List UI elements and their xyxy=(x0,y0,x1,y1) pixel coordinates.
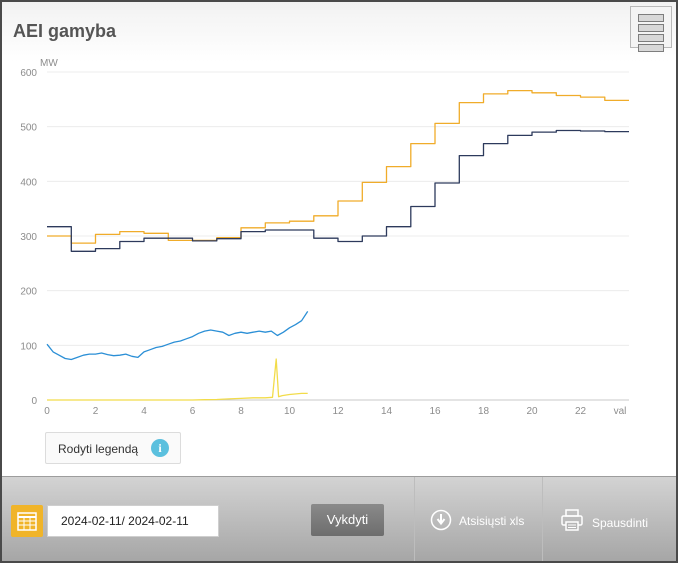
printer-icon xyxy=(561,509,583,531)
calendar-icon[interactable] xyxy=(11,505,43,537)
x-tick-label: 16 xyxy=(429,406,441,417)
y-tick-label: 600 xyxy=(20,68,37,79)
y-unit-label: MW xyxy=(40,58,58,69)
x-tick-label: 2 xyxy=(93,406,99,417)
x-tick-label: 12 xyxy=(332,406,344,417)
x-unit-label: val xyxy=(614,406,627,417)
x-tick-label: 6 xyxy=(190,406,196,417)
print-button[interactable]: Spausdinti xyxy=(543,477,676,561)
bottom-toolbar: Vykdyti Atsisiųsti xls Spausdinti xyxy=(2,476,676,561)
y-tick-label: 200 xyxy=(20,287,37,298)
show-legend-button[interactable]: Rodyti legendą i xyxy=(45,432,181,464)
show-legend-label: Rodyti legendą xyxy=(58,442,139,456)
series-line xyxy=(47,358,308,401)
chart-grid xyxy=(47,71,629,401)
run-button[interactable]: Vykdyti xyxy=(311,504,384,536)
chart-area: AEI gamyba 0 100 200 300 400 500 600 MW 0 2 4 6 8 10 1… xyxy=(2,2,676,476)
toolbar-divider xyxy=(542,477,543,561)
x-tick-label: 20 xyxy=(526,406,538,417)
y-tick-label: 0 xyxy=(31,396,37,407)
x-tick-label: 10 xyxy=(284,406,296,417)
page-title: AEI gamyba xyxy=(13,21,117,41)
chart-series xyxy=(46,89,629,401)
download-xls-label: Atsisiųsti xls xyxy=(459,514,525,528)
download-icon xyxy=(430,509,452,531)
toolbar-divider xyxy=(414,477,415,561)
x-tick-label: 14 xyxy=(381,406,393,417)
series-line xyxy=(47,129,629,252)
date-range-input[interactable] xyxy=(47,505,219,537)
y-tick-label: 300 xyxy=(20,232,37,243)
x-tick-label: 0 xyxy=(44,406,50,417)
x-tick-label: 18 xyxy=(478,406,490,417)
series-line xyxy=(46,311,309,361)
x-tick-label: 4 xyxy=(141,406,147,417)
y-tick-label: 400 xyxy=(20,177,37,188)
chart-menu-button[interactable] xyxy=(630,6,672,52)
download-xls-button[interactable]: Atsisiųsti xls xyxy=(415,477,541,561)
hamburger-icon xyxy=(638,14,664,54)
series-line xyxy=(47,89,629,244)
y-tick-label: 100 xyxy=(20,341,37,352)
y-tick-label: 500 xyxy=(20,123,37,134)
x-tick-label: 8 xyxy=(238,406,244,417)
info-icon: i xyxy=(151,439,169,457)
print-label: Spausdinti xyxy=(592,516,649,530)
x-tick-label: 22 xyxy=(575,406,587,417)
